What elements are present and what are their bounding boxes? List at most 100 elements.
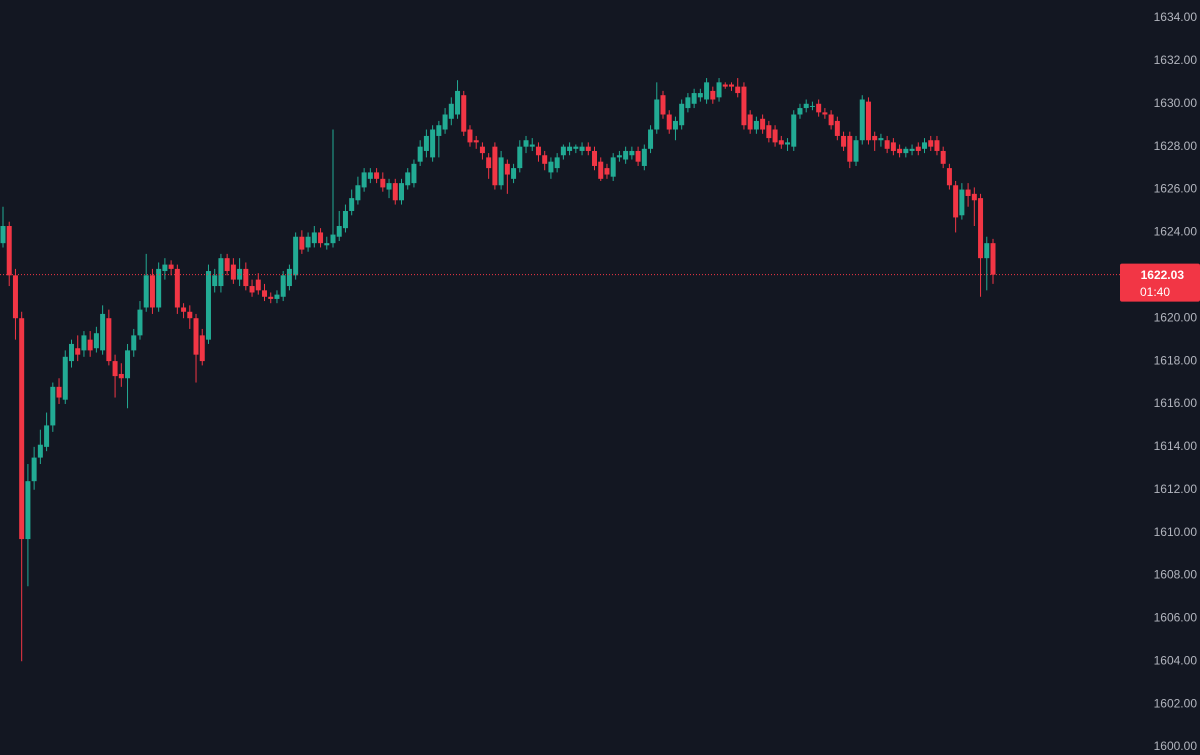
candle-body (934, 140, 940, 151)
candle-body (473, 140, 479, 143)
candle-body (398, 183, 404, 201)
candle-body (125, 350, 131, 379)
candle-body (12, 275, 18, 319)
candle-body (436, 125, 442, 136)
y-tick-label: 1618.00 (1154, 353, 1198, 367)
candle-body (205, 271, 211, 340)
candle-body (380, 178, 386, 188)
candle-body (897, 148, 903, 154)
candle-body (560, 146, 566, 156)
candle-body (467, 129, 473, 143)
candle-body (853, 140, 859, 162)
candle-body (841, 135, 847, 147)
candle-body (442, 114, 448, 130)
candle-body (423, 135, 429, 151)
candle-body (554, 157, 560, 169)
candle-body (37, 444, 43, 458)
candle-body (62, 356, 68, 400)
candle-body (336, 226, 342, 237)
candle-body (604, 168, 610, 175)
candle-body (691, 93, 697, 104)
candle-body (218, 258, 224, 287)
candle-body (598, 161, 604, 179)
candle-body (118, 373, 124, 379)
candle-body (654, 99, 660, 130)
candle-body (548, 161, 554, 173)
candle-body (878, 138, 884, 141)
y-tick-label: 1632.00 (1154, 53, 1198, 67)
candle-body (411, 163, 417, 184)
y-tick-label: 1602.00 (1154, 696, 1198, 710)
candle-body (529, 144, 535, 147)
y-tick-label: 1628.00 (1154, 139, 1198, 153)
candle-body (616, 155, 622, 158)
candle-body (25, 481, 31, 540)
candle-body (405, 172, 411, 186)
candle-body (187, 311, 193, 319)
candle-body (579, 146, 585, 151)
y-tick-label: 1614.00 (1154, 439, 1198, 453)
y-tick-label: 1606.00 (1154, 611, 1198, 625)
candle-body (741, 86, 747, 126)
candle-body (149, 275, 155, 308)
candle-body (318, 232, 324, 244)
candle-body (953, 185, 959, 218)
candle-body (498, 157, 504, 186)
candle-body (573, 146, 579, 149)
candle-body (940, 150, 946, 164)
candle-body (355, 185, 361, 201)
candle-body (112, 361, 118, 377)
candle-body (946, 168, 952, 186)
y-tick-label: 1624.00 (1154, 225, 1198, 239)
candle-body (168, 264, 174, 269)
candle-body (305, 236, 311, 248)
y-tick-label: 1626.00 (1154, 182, 1198, 196)
candle-body (249, 286, 255, 293)
candle-body (324, 243, 330, 246)
candle-body (392, 183, 398, 201)
candle-body (87, 339, 93, 351)
last-price-label: 1622.03 (1141, 268, 1185, 282)
candle-body (610, 157, 616, 177)
y-tick-label: 1634.00 (1154, 10, 1198, 24)
candle-body (523, 140, 529, 147)
candle-body (542, 155, 548, 164)
candle-body (243, 268, 249, 287)
candle-body (704, 82, 710, 100)
candle-body (162, 264, 168, 272)
candle-body (803, 103, 809, 109)
candle-body (660, 95, 666, 115)
candle-body (81, 335, 87, 351)
candle-body (374, 172, 380, 179)
candle-body (915, 146, 921, 151)
candle-body (143, 275, 149, 308)
candle-body (766, 125, 772, 139)
candle-body (747, 114, 753, 130)
candle-body (959, 189, 965, 216)
candle-body (230, 264, 236, 280)
candle-body (511, 168, 517, 179)
candle-body (928, 140, 934, 147)
candle-body (237, 268, 243, 280)
candle-body (311, 232, 317, 244)
candle-body (778, 140, 784, 145)
candle-body (809, 105, 815, 107)
candle-body (847, 135, 853, 162)
candle-body (504, 163, 510, 175)
candle-body (909, 148, 915, 151)
candle-body (75, 348, 81, 355)
candle-body (535, 146, 541, 156)
candle-body (834, 120, 840, 136)
candle-body (679, 103, 685, 126)
candle-body (641, 148, 647, 166)
candle-body (0, 226, 6, 244)
candle-body (50, 386, 56, 426)
candle-body (280, 275, 286, 297)
candle-body (517, 146, 523, 169)
candle-body (623, 150, 629, 160)
candle-body (978, 198, 984, 259)
candle-body (361, 172, 367, 188)
candle-body (386, 183, 392, 190)
